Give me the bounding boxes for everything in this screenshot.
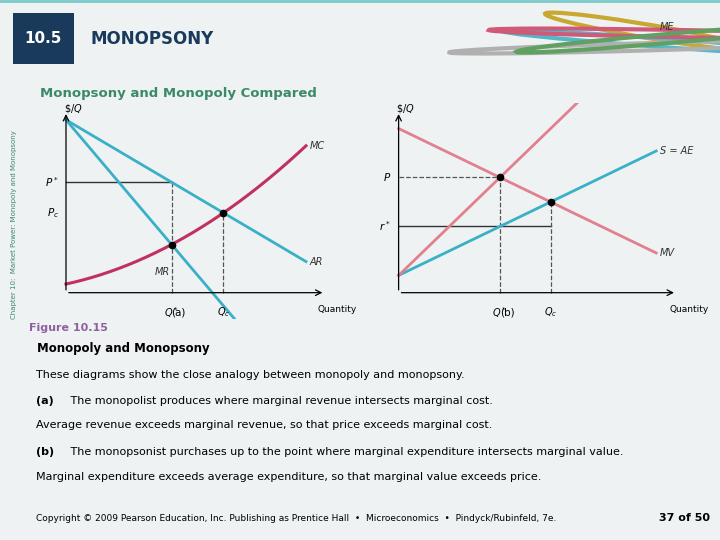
Text: $r^*$: $r^*$ [379,220,391,233]
Text: Figure 10.15: Figure 10.15 [29,323,108,333]
Text: MR: MR [154,267,169,277]
Text: AR: AR [310,256,323,267]
Text: The monopolist produces where marginal revenue intersects marginal cost.: The monopolist produces where marginal r… [67,396,492,407]
Text: Average revenue exceeds marginal revenue, so that price exceeds marginal cost.: Average revenue exceeds marginal revenue… [36,420,492,430]
Text: Copyright © 2009 Pearson Education, Inc. Publishing as Prentice Hall  •  Microec: Copyright © 2009 Pearson Education, Inc.… [36,514,556,523]
Text: 37 of 50: 37 of 50 [659,514,709,523]
Text: The monopsonist purchases up to the point where marginal expenditure intersects : The monopsonist purchases up to the poin… [67,447,623,457]
Text: $Q_c$: $Q_c$ [544,305,557,319]
Text: $\$/Q$: $\$/Q$ [63,102,82,114]
Text: MV: MV [660,248,675,258]
Text: Monopsony and Monopoly Compared: Monopsony and Monopoly Compared [40,86,317,100]
Text: $P^*$: $P^*$ [45,176,59,189]
Text: $Q_c$: $Q_c$ [217,305,230,319]
FancyBboxPatch shape [13,14,74,64]
Text: $Q^*$: $Q^*$ [164,305,179,320]
Text: (b): (b) [36,447,54,457]
Text: These diagrams show the close analogy between monopoly and monopsony.: These diagrams show the close analogy be… [36,370,464,380]
Text: Chapter 10:  Market Power: Monopoly and Monopsony: Chapter 10: Market Power: Monopoly and M… [12,130,17,319]
Text: (a): (a) [171,307,186,317]
Text: MONOPSONY: MONOPSONY [90,30,213,48]
Text: 10.5: 10.5 [24,31,62,46]
Text: (a): (a) [36,396,53,407]
Text: $P$: $P$ [382,172,391,184]
Text: MC: MC [310,141,325,151]
Text: $\$/Q$: $\$/Q$ [396,102,415,114]
Text: $Q^*$: $Q^*$ [492,305,508,320]
Text: ME: ME [660,22,675,31]
Text: $P_c$: $P_c$ [47,206,59,220]
Text: (b): (b) [500,307,515,317]
Text: Marginal expenditure exceeds average expenditure, so that marginal value exceeds: Marginal expenditure exceeds average exp… [36,472,541,482]
Text: Quantity: Quantity [318,305,357,314]
Text: Quantity: Quantity [669,305,708,314]
Text: S = AE: S = AE [660,146,693,156]
Text: Monopoly and Monopsony: Monopoly and Monopsony [37,342,210,355]
